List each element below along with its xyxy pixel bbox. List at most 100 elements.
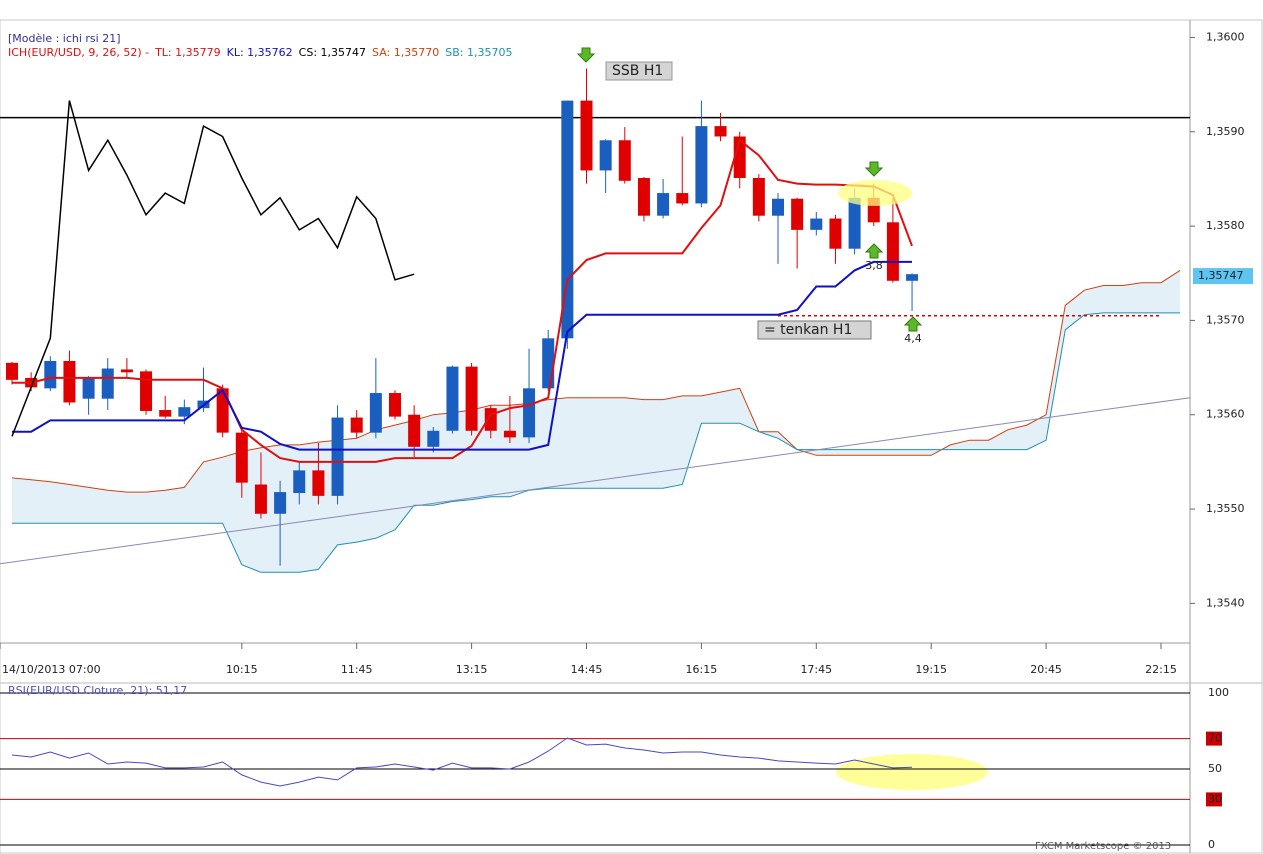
y-tick-label: 0	[1208, 838, 1215, 851]
candle-body	[657, 193, 670, 216]
legend-item: KL: 1,35762	[226, 46, 293, 59]
x-tick-label: 17:45	[800, 663, 832, 676]
candle-body	[886, 222, 899, 281]
candle-body	[408, 414, 421, 447]
candle-body	[274, 492, 287, 514]
candle-body	[791, 198, 804, 230]
highlight	[836, 754, 988, 790]
candle-body	[159, 410, 172, 417]
candle-body	[216, 388, 229, 433]
candle-body	[389, 393, 401, 417]
candle-body	[331, 417, 344, 496]
candle-body	[561, 100, 574, 339]
level-tag	[1206, 731, 1222, 746]
candle-body	[312, 470, 325, 496]
candle-body	[714, 126, 727, 137]
candle-body	[120, 369, 133, 373]
x-tick-label: 16:15	[686, 663, 718, 676]
price-marker-label: 1,35747	[1198, 269, 1244, 282]
arrow-down	[864, 161, 884, 177]
candle-body	[523, 388, 536, 438]
x-tick-label: 20:45	[1030, 663, 1062, 676]
x-tick-label: 19:15	[915, 663, 947, 676]
candle-body	[6, 362, 18, 380]
candle-body	[599, 140, 612, 171]
y-tick-label: 30	[1208, 792, 1222, 805]
annotation: = tenkan H1	[764, 322, 852, 338]
y-tick-label: 1,3550	[1206, 502, 1245, 515]
y-tick-label: 70	[1208, 732, 1222, 745]
candle-body	[235, 432, 248, 483]
candle-body	[63, 360, 76, 403]
arrow-down	[576, 47, 596, 63]
candle-body	[484, 408, 497, 431]
legend-item: CS: 1,35747	[298, 46, 367, 59]
x-tick-label: 13:15	[456, 663, 488, 676]
y-tick-label: 1,3540	[1206, 596, 1245, 609]
x-tick-label: 11:45	[341, 663, 373, 676]
x-tick-label: 14:45	[571, 663, 603, 676]
candle-body	[618, 140, 631, 181]
candle-body	[637, 177, 650, 216]
annotation: 3,8	[865, 259, 883, 272]
candle-body	[140, 371, 153, 411]
candle-body	[254, 484, 267, 514]
legend-item: SB: 1,35705	[445, 46, 513, 59]
y-tick-label: 100	[1208, 686, 1229, 699]
legend: [Modèle : ichi rsi 21] ICH(EUR/USD, 9, 2…	[8, 32, 518, 60]
indicator-line	[12, 260, 912, 451]
legend-item: TL: 1,35779	[155, 46, 221, 59]
indicator-line	[11, 100, 415, 437]
model-label: [Modèle : ichi rsi 21]	[8, 32, 121, 45]
candle-body	[542, 338, 555, 389]
candle-body	[427, 430, 440, 447]
candle-body	[44, 360, 57, 389]
candle-body	[810, 218, 823, 230]
y-tick-label: 1,3580	[1206, 219, 1245, 232]
candle-body	[465, 366, 478, 431]
annotation: 4,4	[904, 332, 922, 345]
candle-body	[752, 177, 765, 216]
candle-body	[101, 368, 114, 399]
rsi-line	[11, 737, 913, 787]
y-tick-label: 1,3600	[1206, 30, 1245, 43]
rsi-plot	[0, 692, 1190, 846]
candle-body	[695, 126, 708, 204]
price-plot	[0, 68, 1191, 573]
x-tick-label: 22:15	[1145, 663, 1177, 676]
candle-body	[350, 417, 363, 433]
candle-body	[293, 470, 306, 494]
senkou-a	[11, 269, 1181, 493]
arrow-up	[903, 316, 923, 332]
candle-body	[772, 198, 784, 216]
senkou-b	[12, 312, 1181, 573]
candle-body	[82, 377, 95, 399]
x-tick-label: 10:15	[226, 663, 258, 676]
candle-body	[676, 193, 689, 204]
price-marker	[1193, 268, 1253, 285]
candle-body	[580, 100, 593, 171]
arrow-up	[864, 243, 884, 259]
legend-row: ICH(EUR/USD, 9, 26, 52) - TL: 1,35779 KL: …	[8, 46, 518, 60]
legend-item: SA: 1,35770	[372, 46, 440, 59]
candle-body	[178, 407, 191, 417]
candle-body	[446, 366, 459, 431]
level-tag	[1206, 792, 1222, 807]
highlight	[838, 180, 912, 206]
indicator: ICH(EUR/USD, 9, 26, 52) -	[8, 46, 150, 59]
y-tick-label: 1,3570	[1206, 313, 1245, 326]
candle-body	[369, 393, 382, 433]
trendline	[0, 397, 1191, 565]
footer: FXCM Marketscope © 2013	[1035, 841, 1171, 852]
y-tick-label: 1,3560	[1206, 408, 1245, 421]
candle-body	[503, 430, 516, 438]
candle-body	[829, 218, 842, 249]
y-tick-label: 1,3590	[1206, 125, 1245, 138]
label-box	[757, 320, 872, 340]
candle-body	[848, 197, 861, 249]
x-tick-label: 14/10/2013 07:00	[2, 663, 101, 676]
label-box	[605, 61, 673, 81]
rsi-title: RSI(EUR/USD.Cloture, 21): 51,17	[8, 684, 187, 697]
